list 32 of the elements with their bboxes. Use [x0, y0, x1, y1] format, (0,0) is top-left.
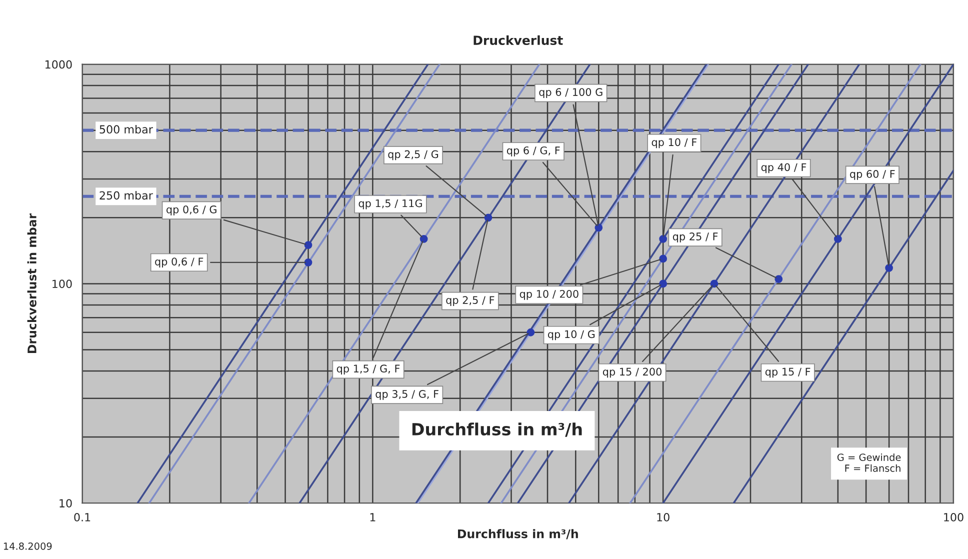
annotation: qp 6 / 100 G [539, 88, 602, 98]
ref-line-label: 500 mbar [100, 124, 153, 134]
annotation: qp 2,5 / F [446, 296, 494, 306]
annotation: qp 0,6 / G [166, 205, 216, 216]
annotation: qp 10 / G [548, 330, 595, 340]
annotation: qp 1,5 / 11G [358, 199, 422, 210]
annotation: qp 15 / 200 [602, 368, 662, 378]
y-tick-label: 10 [60, 499, 72, 508]
y-tick-label: 100 [52, 280, 72, 288]
annotation: qp 3,5 / G, F [376, 390, 438, 400]
annotation: qp 10 / 200 [520, 290, 578, 300]
y-axis-title: Druckverlust in mbar [27, 213, 36, 353]
x-tick-label: 100 [944, 513, 964, 522]
x-tick-label: 10 [657, 513, 670, 522]
annotation: qp 10 / F [652, 138, 697, 148]
annotation: qp 25 / F [672, 232, 718, 242]
annotation: qp 1,5 / G, F [336, 364, 400, 375]
annotation: Durchfluss in m³/h [412, 422, 582, 437]
annotation: qp 60 / F [850, 170, 895, 180]
y-tick-label: 1000 [46, 60, 72, 69]
annotation: qp 6 / G, F [506, 146, 560, 156]
x-tick-label: 1 [370, 513, 376, 522]
annotation: qp 0,6 / F [155, 258, 204, 268]
ref-line-label: 250 mbar [100, 191, 153, 200]
x-axis-title: Durchfluss in m³/h [458, 529, 578, 540]
annotation: G = Gewinde F = Flansch [837, 453, 901, 472]
annotation: qp 15 / F [765, 368, 810, 378]
annotation: qp 40 / F [761, 163, 806, 174]
x-tick-label: 0.1 [74, 513, 90, 522]
chart-title: Druckverlust [474, 35, 563, 46]
annotation: qp 2,5 / G [388, 150, 438, 160]
text: 14.8.2009 [4, 542, 52, 550]
